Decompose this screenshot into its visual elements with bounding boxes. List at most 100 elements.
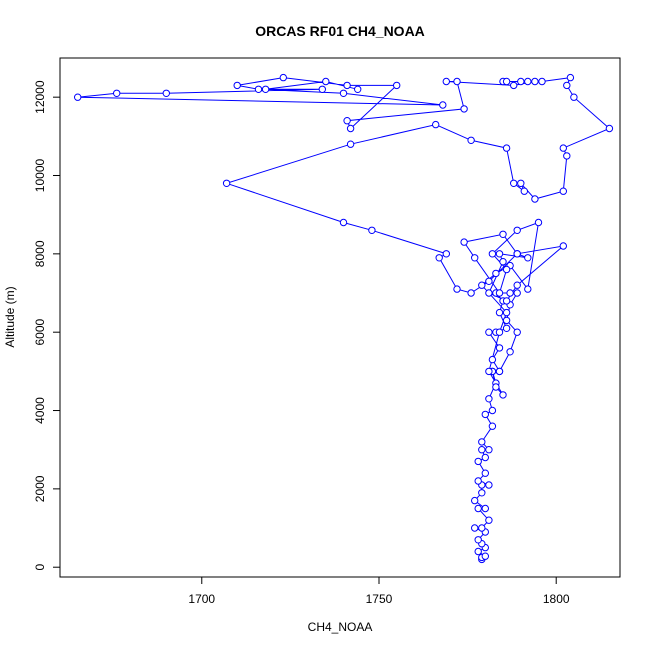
- data-point: [453, 285, 461, 293]
- data-point: [559, 144, 567, 152]
- data-point: [492, 269, 500, 278]
- data-point: [467, 136, 475, 145]
- data-point: [481, 504, 489, 513]
- data-point: [502, 316, 511, 325]
- chart-title: ORCAS RF01 CH4_NOAA: [255, 23, 425, 39]
- data-point: [222, 179, 231, 188]
- data-point: [513, 328, 521, 336]
- data-point: [474, 504, 482, 513]
- x-tick-label: 1750: [366, 592, 393, 606]
- data-point: [322, 77, 330, 86]
- data-point: [393, 81, 401, 90]
- data-point: [495, 344, 504, 352]
- data-point: [488, 406, 497, 415]
- data-point: [510, 179, 518, 188]
- data-point: [513, 281, 521, 289]
- plot-frame: [59, 57, 621, 578]
- series-line: [77, 76, 611, 560]
- data-point: [343, 117, 351, 125]
- y-tick-label: 12000: [33, 80, 47, 114]
- data-point: [442, 250, 450, 258]
- data-point: [279, 73, 287, 82]
- data-point: [474, 547, 482, 556]
- data-point: [513, 226, 521, 235]
- data-point: [513, 250, 521, 258]
- data-point: [439, 101, 447, 109]
- data-point: [485, 289, 493, 297]
- data-point: [502, 324, 511, 332]
- data-point: [495, 367, 504, 376]
- data-point: [499, 391, 507, 399]
- data-point: [485, 446, 493, 454]
- data-point: [478, 446, 486, 454]
- data-point: [467, 289, 475, 297]
- data-point: [524, 254, 532, 262]
- x-axis: 1700 1750 1800: [188, 576, 570, 606]
- data-point: [499, 258, 507, 266]
- data-point: [481, 552, 489, 560]
- data-point: [495, 250, 504, 258]
- data-point: [510, 81, 518, 90]
- data-point: [113, 89, 121, 98]
- data-point: [559, 242, 567, 250]
- data-point: [502, 297, 511, 305]
- data-point: [485, 395, 493, 403]
- data-point: [460, 105, 468, 113]
- data-point: [318, 85, 326, 94]
- data-point: [563, 81, 571, 90]
- data-point: [162, 89, 171, 98]
- y-tick-label: 0: [33, 564, 47, 571]
- data-point: [346, 124, 355, 133]
- data-point: [474, 536, 482, 544]
- data-point: [339, 218, 348, 227]
- data-point: [502, 265, 511, 274]
- x-tick-label: 1800: [543, 592, 570, 606]
- data-point: [478, 438, 486, 446]
- data-point: [478, 489, 486, 497]
- data-point: [517, 179, 525, 188]
- data-point: [502, 308, 511, 317]
- data-point: [488, 422, 497, 430]
- data-point: [339, 89, 348, 98]
- y-tick-label: 6000: [33, 319, 47, 346]
- data-point: [460, 238, 468, 246]
- y-axis-label: Altitude (m): [3, 286, 17, 347]
- data-point: [485, 328, 493, 336]
- data-point: [531, 77, 539, 86]
- data-point: [488, 250, 497, 258]
- data-point: [485, 481, 493, 489]
- data-point: [368, 226, 376, 235]
- data-point: [502, 144, 511, 152]
- data-point: [435, 254, 443, 262]
- data-point: [563, 152, 571, 160]
- data-point: [502, 77, 511, 86]
- data-point: [499, 230, 507, 239]
- y-axis: 0 2000 4000 6000 8000 10000 12000: [33, 80, 61, 571]
- data-point: [506, 289, 514, 297]
- data-point: [471, 254, 479, 262]
- data-point: [478, 281, 486, 289]
- data-point: [559, 187, 567, 195]
- data-point: [517, 77, 525, 86]
- data-point: [531, 195, 539, 203]
- data-point: [478, 524, 486, 532]
- data-point: [506, 348, 514, 356]
- data-point: [261, 85, 270, 94]
- data-point: [520, 187, 528, 195]
- data-point: [495, 308, 504, 317]
- x-tick-label: 1700: [188, 592, 215, 606]
- data-point: [495, 289, 504, 297]
- data-point: [570, 93, 578, 101]
- data-point: [524, 77, 532, 86]
- data-point: [233, 81, 241, 90]
- data-point: [481, 469, 489, 477]
- y-tick-label: 8000: [33, 240, 47, 267]
- y-tick-label: 2000: [33, 475, 47, 502]
- y-tick-label: 10000: [33, 159, 47, 193]
- x-axis-label: CH4_NOAA: [308, 620, 373, 634]
- data-point: [485, 367, 493, 376]
- data-point: [74, 93, 82, 101]
- data-point: [481, 453, 489, 462]
- data-point: [566, 73, 575, 82]
